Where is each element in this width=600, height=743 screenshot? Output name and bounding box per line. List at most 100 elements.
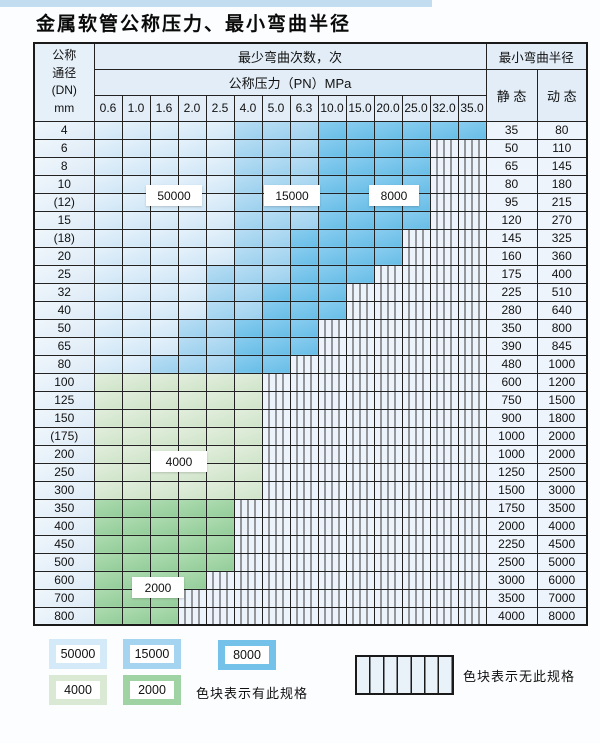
spec-cell (205, 156, 235, 176)
spec-cell (93, 156, 123, 176)
no-spec-cell (457, 174, 487, 194)
dynamic-radius-cell: 270 (536, 210, 588, 230)
spec-cell (289, 246, 319, 266)
spec-cell (317, 282, 347, 302)
no-spec-cell (457, 300, 487, 320)
spec-cell (177, 534, 207, 554)
no-spec-cell (317, 516, 347, 536)
spec-cell (345, 174, 375, 194)
spec-cell (149, 408, 179, 428)
no-spec-cell (345, 426, 375, 446)
no-spec-cell (345, 552, 375, 572)
table-row: 300 1500 3000 (33, 480, 588, 500)
spec-cell (93, 300, 123, 320)
radius-header: 最小弯曲半径 (485, 42, 588, 70)
no-spec-cell (345, 498, 375, 518)
dynamic-header: 动 态 (536, 68, 588, 122)
no-spec-cell (401, 300, 431, 320)
pressure-tick: 35.0 (457, 94, 487, 122)
no-spec-cell (373, 408, 403, 428)
no-spec-cell (457, 462, 487, 482)
dn-cell: 4 (33, 120, 95, 140)
no-spec-cell (401, 264, 431, 284)
spec-cell (149, 300, 179, 320)
spec-cell (205, 300, 235, 320)
no-spec-cell (261, 552, 291, 572)
no-spec-cell (317, 552, 347, 572)
table-row: 450 2250 4500 (33, 534, 588, 554)
no-spec-cell (289, 588, 319, 608)
spec-cell (93, 228, 123, 248)
no-spec-cell (457, 210, 487, 230)
pressure-tick: 1.6 (149, 94, 179, 122)
legend-note-no-spec: 色块表示无此规格 (463, 669, 576, 684)
no-spec-cell (317, 318, 347, 338)
no-spec-cell (457, 606, 487, 626)
spec-cell (317, 174, 347, 194)
static-radius-cell: 35 (485, 120, 538, 140)
dynamic-radius-cell: 845 (536, 336, 588, 356)
no-spec-cell (429, 192, 459, 212)
pressure-tick: 25.0 (401, 94, 431, 122)
spec-cell (177, 498, 207, 518)
no-spec-cell (317, 444, 347, 464)
spec-cell (233, 372, 263, 392)
pressure-tick: 15.0 (345, 94, 375, 122)
legend-note-has-spec: 色块表示有此规格 (196, 686, 309, 701)
no-spec-cell (345, 462, 375, 482)
static-radius-cell: 175 (485, 264, 538, 284)
dn-cell: 500 (33, 552, 95, 572)
spec-cell (345, 210, 375, 230)
spec-cell (261, 354, 291, 374)
spec-cell (317, 264, 347, 284)
table-row: (18) 145 325 (33, 228, 588, 248)
table-row: 50 350 800 (33, 318, 588, 338)
dynamic-radius-cell: 5000 (536, 552, 588, 572)
spec-cell (93, 264, 123, 284)
spec-cell (373, 156, 403, 176)
spec-cell (149, 552, 179, 572)
dynamic-radius-cell: 8000 (536, 606, 588, 626)
spec-cell (177, 390, 207, 410)
spec-cell (205, 426, 235, 446)
no-spec-cell (289, 534, 319, 554)
no-spec-cell (429, 480, 459, 500)
no-spec-cell (289, 552, 319, 572)
dynamic-radius-cell: 4500 (536, 534, 588, 554)
spec-cell (205, 462, 235, 482)
legend-no-spec-swatch (355, 655, 454, 695)
spec-cell (93, 282, 123, 302)
no-spec-cell (205, 588, 235, 608)
no-spec-cell (373, 372, 403, 392)
no-spec-cell (261, 606, 291, 626)
dn-cell: 200 (33, 444, 95, 464)
spec-cell (121, 552, 151, 572)
no-spec-cell (345, 372, 375, 392)
no-spec-cell (401, 462, 431, 482)
spec-cell (149, 372, 179, 392)
no-spec-cell (289, 444, 319, 464)
spec-cell (345, 156, 375, 176)
no-spec-cell (261, 516, 291, 536)
spec-cell (205, 552, 235, 572)
no-spec-cell (289, 354, 319, 374)
spec-cell (121, 156, 151, 176)
dynamic-radius-cell: 1000 (536, 354, 588, 374)
no-spec-cell (261, 372, 291, 392)
dn-cell: 80 (33, 354, 95, 374)
spec-cell (149, 156, 179, 176)
spec-cell (289, 138, 319, 158)
dn-cell: 300 (33, 480, 95, 500)
static-radius-cell: 160 (485, 246, 538, 266)
no-spec-cell (401, 570, 431, 590)
no-spec-cell (457, 390, 487, 410)
no-spec-cell (345, 570, 375, 590)
no-spec-cell (345, 300, 375, 320)
spec-table: 公称 通径 (DN) mm 最少弯曲次数，次 最小弯曲半径 公称压力（PN）MP… (33, 42, 589, 626)
no-spec-cell (401, 606, 431, 626)
spec-cell (205, 516, 235, 536)
no-spec-cell (373, 552, 403, 572)
no-spec-cell (457, 156, 487, 176)
no-spec-cell (457, 516, 487, 536)
spec-cell (149, 264, 179, 284)
